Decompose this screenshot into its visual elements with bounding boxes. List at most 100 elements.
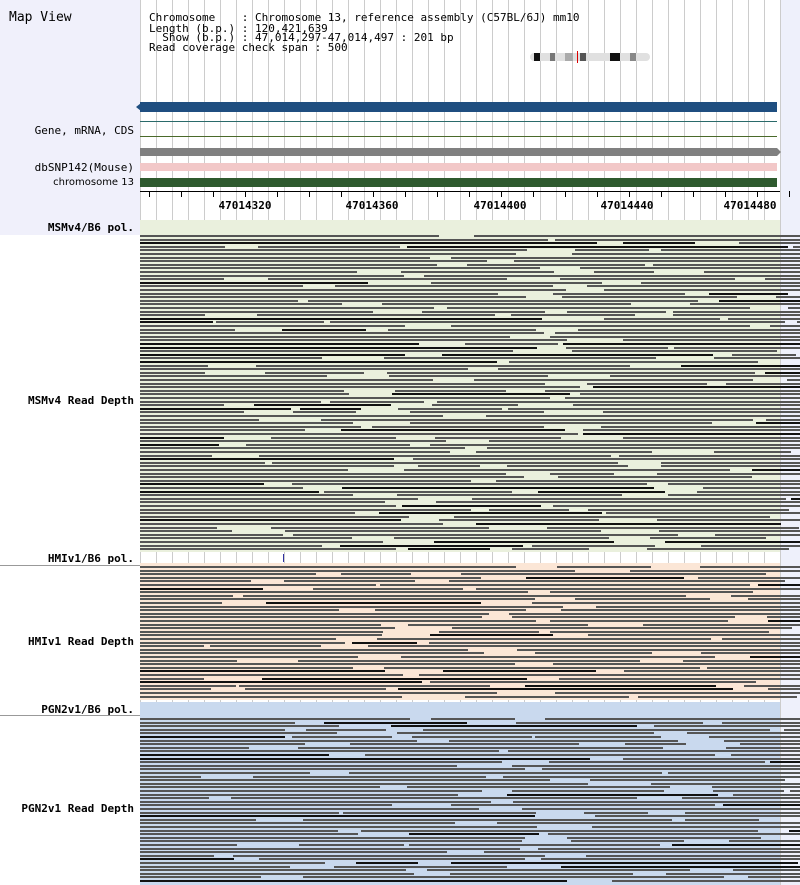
read-segment [140,264,437,266]
read-segment [398,408,503,410]
read-segment [448,740,678,742]
read-segment [409,422,713,424]
ruler-tick [725,191,726,197]
read-segment [140,580,252,582]
read-segment [408,624,589,626]
read-segment [140,267,541,269]
read-segment [511,790,664,792]
ruler-tick [533,191,534,197]
pgn-depth-label: PGN2v1 Read Depth [21,802,134,815]
read-segment [140,588,264,590]
hmi-pol-label: HMIv1/B6 pol. [47,552,134,565]
read-segment [733,794,800,796]
read-segment [486,447,800,449]
read-segment [140,754,329,756]
read-segment [588,509,789,511]
snp-right-arrow-icon [777,148,781,156]
read-segment [367,645,800,647]
read-segment [697,491,800,493]
read-segment [512,801,800,803]
read-segment [140,275,404,277]
read-segment [140,844,237,846]
read-segment [789,790,800,792]
read-segment [271,437,396,439]
read-segment [140,419,259,421]
read-segment [140,354,405,356]
read-segment [140,516,409,518]
read-segment [593,271,655,273]
read-segment [650,537,766,539]
ruler-tick [661,191,662,197]
read-segment [340,429,565,431]
read-segment [449,873,633,875]
read-segment [140,815,535,817]
read-segment [140,523,443,525]
read-segment [140,393,349,395]
read-segment [786,379,800,381]
read-segment [140,480,472,482]
read-segment [446,307,750,309]
chromosome-info: Chromosome : Chromosome 13, reference as… [149,11,580,24]
chromosome-bar[interactable] [140,178,777,187]
read-segment [672,314,800,316]
read-segment [547,833,800,835]
read-segment [230,797,638,799]
read-segment [140,747,249,749]
read-segment [673,311,800,313]
read-segment [622,339,800,341]
read-segment [140,797,209,799]
read-segment [140,311,374,313]
read-segment [140,336,511,338]
read-segment [140,663,515,665]
read-segment [531,545,655,547]
read-segment [140,303,343,305]
gene-bar[interactable] [140,102,777,112]
read-segment [715,534,800,536]
read-segment [348,772,663,774]
read-segment [797,321,800,323]
read-segment [400,656,715,658]
read-segment [668,494,800,496]
read-segment [549,761,765,763]
read-segment [140,634,383,636]
read-segment [725,747,800,749]
read-segment [683,660,800,662]
read-segment [534,736,662,738]
left-panel [0,0,140,235]
read-segment [140,444,220,446]
read-segment [582,429,800,431]
read-segment [292,411,357,413]
read-segment [282,329,367,331]
read-segment [555,239,800,241]
read-segment [564,397,800,399]
read-segment [140,786,380,788]
read-segment [140,447,465,449]
read-segment [555,692,800,694]
read-segment [299,408,362,410]
read-segment [497,368,800,370]
read-segment [375,609,526,611]
read-segment [140,837,525,839]
read-segment [586,285,800,287]
read-segment [387,372,755,374]
read-segment [513,260,800,262]
read-segment [571,350,777,352]
read-segment [509,613,800,615]
read-segment [622,437,800,439]
read-segment [711,786,800,788]
cds-line [140,136,777,137]
chromosome-ideogram[interactable] [530,51,650,63]
gene-left-arrow-icon [136,103,141,111]
read-segment [140,584,377,586]
snp-bar[interactable] [140,148,777,156]
read-segment [534,652,653,654]
msm-depth-label: MSMv4 Read Depth [28,394,134,407]
read-segment [712,790,785,792]
read-segment [750,656,800,658]
chromosome-track-label: chromosome 13 [53,177,134,188]
read-segment [451,627,792,629]
dbsnp-track-label: dbSNP142(Mouse) [34,161,134,174]
read-segment [140,591,529,593]
read-segment [409,411,545,413]
read-segment [272,462,618,464]
